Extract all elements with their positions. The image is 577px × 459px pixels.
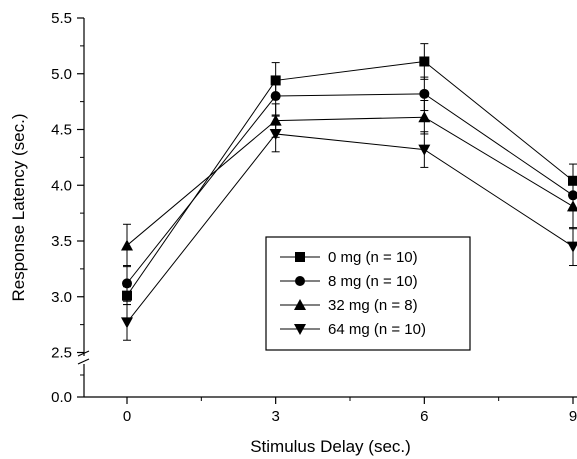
y-tick-label: 3.0 [51, 289, 72, 306]
y-tick-label: 2.5 [51, 345, 72, 362]
x-tick-label: 6 [420, 408, 428, 425]
series-line [126, 60, 574, 296]
legend-label: 8 mg (n = 10) [328, 273, 418, 290]
legend-label: 0 mg (n = 10) [328, 249, 418, 266]
x-tick-label: 9 [569, 408, 577, 425]
series-line [126, 116, 574, 246]
legend-marker [294, 299, 306, 310]
y-tick-label: 5.0 [51, 66, 72, 83]
y-tick-label: 0.0 [51, 389, 72, 406]
legend-label: 32 mg (n = 8) [328, 297, 418, 314]
series-line [126, 133, 574, 323]
data-point [419, 88, 430, 99]
series-triangle-down [121, 115, 577, 341]
series-circle [122, 76, 577, 302]
series-triangle-up [121, 100, 577, 268]
data-point [567, 241, 577, 253]
axis-break-mark-bottom [77, 358, 90, 365]
data-point [269, 128, 282, 140]
axis-ticks: 2.5 3.0 3.5 4.0 4.5 5.0 5.5 0.0 0 3 6 9 [51, 10, 577, 425]
data-point [418, 144, 431, 156]
x-axis-label: Stimulus Delay (sec.) [250, 437, 411, 456]
legend-label: 64 mg (n = 10) [328, 321, 426, 338]
y-axis-label: Response Latency (sec.) [9, 113, 28, 301]
data-point [270, 91, 281, 102]
series-line [126, 93, 574, 284]
y-tick-label: 4.5 [51, 122, 72, 139]
legend-marker [295, 252, 305, 262]
data-point [121, 239, 133, 251]
y-tick-label: 5.5 [51, 10, 72, 27]
y-tick-label: 3.5 [51, 233, 72, 250]
legend: 0 mg (n = 10) 8 mg (n = 10) 32 mg (n = 8) 6… [265, 236, 471, 351]
data-point [121, 317, 133, 329]
x-tick-label: 3 [271, 408, 279, 425]
data-point [419, 56, 430, 67]
data-point [122, 278, 132, 289]
x-tick-label: 0 [123, 408, 131, 425]
legend-marker [295, 276, 305, 286]
data-point [567, 200, 577, 212]
data-point [418, 111, 431, 123]
y-tick-label: 4.0 [51, 177, 72, 194]
legend-marker [294, 324, 306, 335]
axis-break-mark-top [77, 350, 90, 357]
series-layer [121, 43, 577, 341]
